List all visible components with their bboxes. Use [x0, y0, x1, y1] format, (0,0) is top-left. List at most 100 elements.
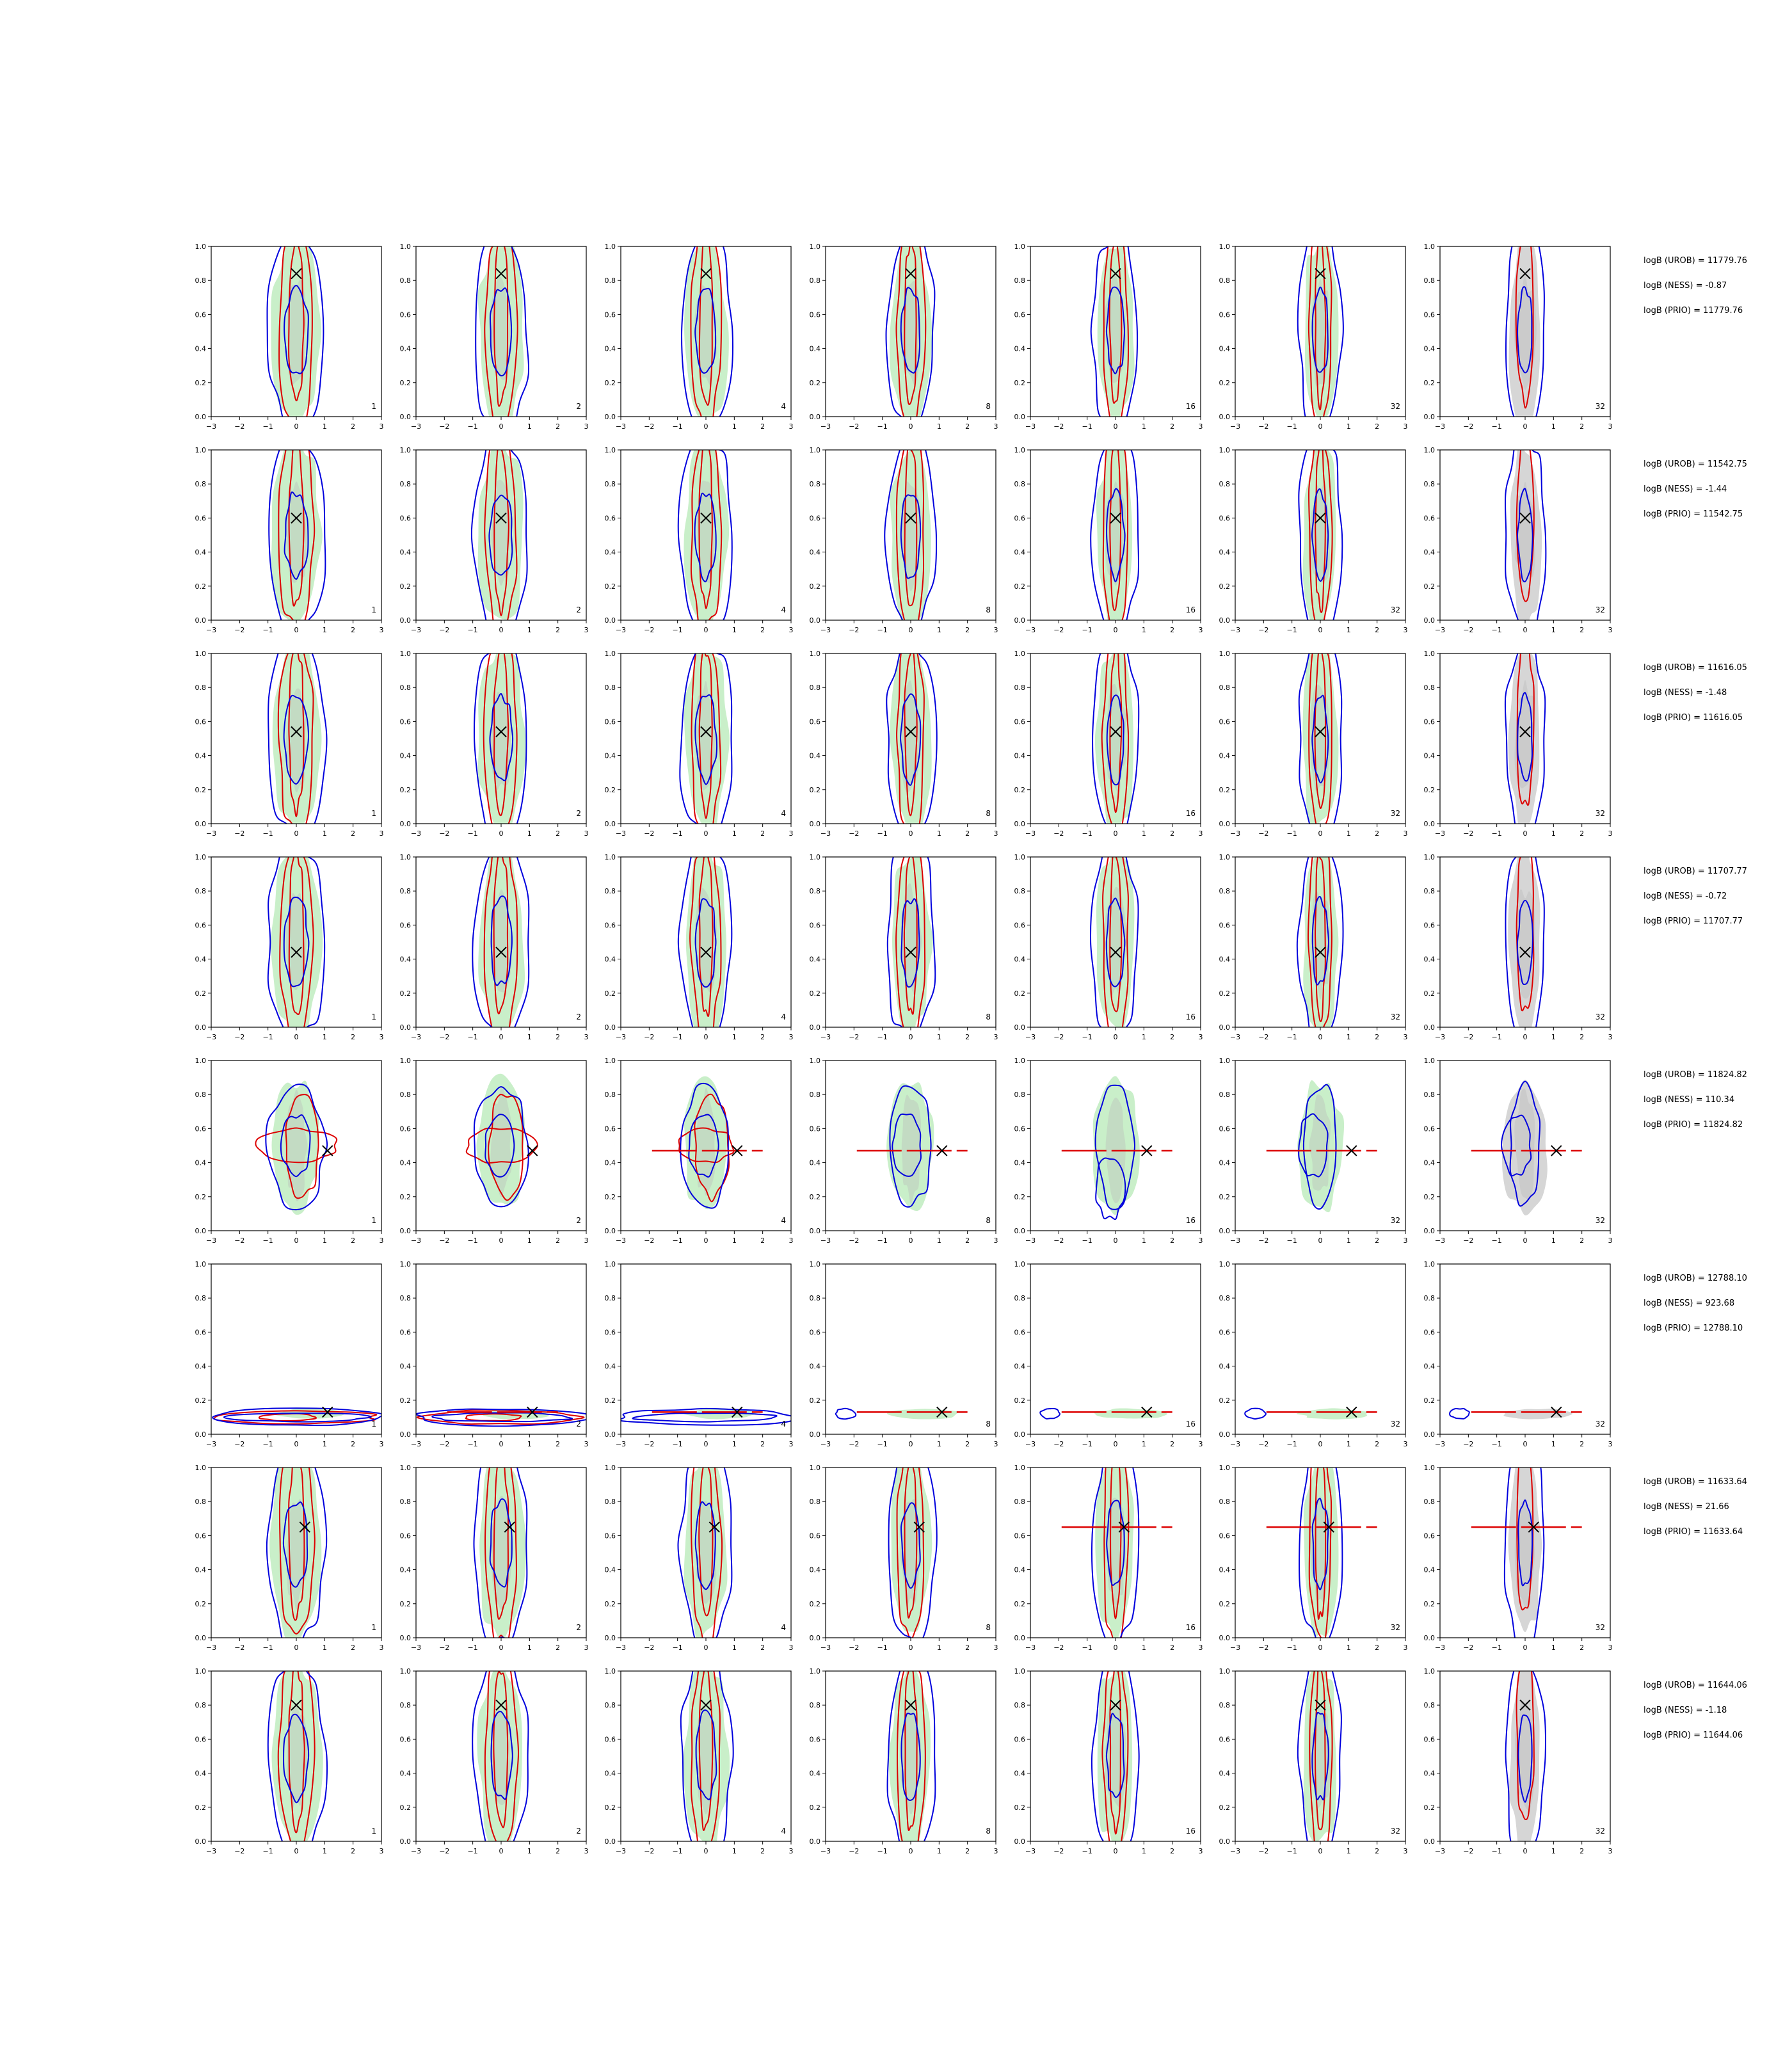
red-contour — [278, 450, 316, 620]
x-axis: −3 −2 −1 0 1 2 3 — [1435, 824, 1613, 838]
y-tick-label: 0.8 — [1219, 480, 1231, 488]
plot-area — [255, 1080, 338, 1215]
red-contour — [1315, 1468, 1327, 1620]
y-axis: 0.0 0.2 0.4 0.6 0.8 1.0 — [1219, 1260, 1235, 1439]
density-fill — [684, 1468, 728, 1638]
y-tick-label: 0.6 — [400, 921, 412, 929]
logB-text: logB (PRIO) = 11633.64 — [1644, 1527, 1743, 1537]
y-tick-label: 0.2 — [1014, 1804, 1026, 1812]
panel-r8-c6: −3 −2 −1 0 1 2 3 0.0 0.2 0.4 0.6 0.8 1.0 32 — [1219, 1667, 1408, 1855]
plot-area — [267, 857, 326, 1027]
x-marker — [905, 1699, 916, 1711]
x-tick-label: 3 — [994, 1236, 998, 1245]
x-tick-label: −1 — [1492, 1033, 1502, 1041]
x-marker — [1141, 1145, 1153, 1156]
y-tick-label: 0.2 — [1219, 989, 1231, 998]
y-tick-label: 0.2 — [1424, 379, 1436, 387]
y-tick-label: 0.8 — [400, 1701, 412, 1709]
plot-area — [1471, 1468, 1582, 1638]
blue-contour — [1106, 1500, 1125, 1586]
y-tick-label: 1.0 — [195, 1057, 207, 1065]
density-fill — [1508, 653, 1540, 824]
x-marker — [1110, 512, 1121, 524]
plot-area — [884, 450, 938, 620]
x-marker — [1519, 268, 1531, 280]
x-tick-label: −3 — [820, 829, 831, 838]
y-tick-label: 1.0 — [1014, 650, 1026, 658]
red-contour — [484, 1468, 517, 1638]
x-tick-label: 0 — [294, 829, 299, 838]
y-tick-label: 1.0 — [605, 853, 616, 861]
x-tick-label: −1 — [468, 1644, 478, 1652]
y-axis: 0.0 0.2 0.4 0.6 0.8 1.0 — [1219, 650, 1235, 828]
x-marker — [700, 726, 712, 738]
y-tick-label: 0.6 — [195, 310, 207, 319]
y-tick-label: 0.8 — [810, 1498, 821, 1506]
y-tick-label: 0.4 — [1219, 752, 1231, 760]
x-tick-label: 1 — [1551, 626, 1556, 634]
y-tick-label: 0.4 — [1014, 956, 1026, 964]
panel-r2-c3: −3 −2 −1 0 1 2 3 0.0 0.2 0.4 0.6 0.8 1.0 4 — [605, 446, 794, 634]
panel-r7-c5: −3 −2 −1 0 1 2 3 0.0 0.2 0.4 0.6 0.8 1.0 16 — [1014, 1464, 1203, 1652]
y-tick-label: 0.8 — [195, 887, 207, 895]
y-axis: 0.0 0.2 0.4 0.6 0.8 1.0 — [1424, 1667, 1440, 1846]
x-tick-label: −2 — [1463, 1440, 1473, 1448]
x-axis: −3 −2 −1 0 1 2 3 — [1230, 1841, 1408, 1855]
red-contour — [1109, 1671, 1121, 1835]
y-tick-label: 1.0 — [1219, 1667, 1231, 1676]
x-tick-label: 2 — [760, 1236, 765, 1245]
x-tick-label: 3 — [1199, 829, 1203, 838]
density-core — [694, 1087, 716, 1196]
red-contour — [690, 450, 723, 620]
x-axis: −3 −2 −1 0 1 2 3 — [1025, 620, 1203, 634]
x-tick-label: 1 — [323, 1847, 327, 1855]
y-tick-label: 0.6 — [605, 310, 616, 319]
y-tick-label: 0.0 — [195, 1227, 207, 1235]
y-tick-label: 0.6 — [195, 1328, 207, 1336]
panel-label: 4 — [781, 1827, 786, 1836]
x-tick-label: 1 — [1551, 1847, 1556, 1855]
density-fill — [271, 1671, 323, 1841]
x-tick-label: 2 — [1580, 1236, 1584, 1245]
y-tick-label: 0.4 — [1424, 1770, 1436, 1778]
y-axis: 0.0 0.2 0.4 0.6 0.8 1.0 — [605, 243, 621, 421]
panel-r4-c7: −3 −2 −1 0 1 2 3 0.0 0.2 0.4 0.6 0.8 1.0 32 — [1424, 853, 1613, 1041]
x-tick-label: 3 — [789, 829, 794, 838]
panel-label: 32 — [1391, 1827, 1400, 1836]
blue-contour — [1311, 895, 1330, 986]
x-tick-label: −2 — [439, 1033, 449, 1041]
y-tick-label: 0.6 — [1014, 1124, 1026, 1133]
x-axis: −3 −2 −1 0 1 2 3 — [411, 824, 589, 838]
y-tick-label: 1.0 — [605, 446, 616, 454]
x-tick-label: −3 — [1230, 422, 1240, 431]
y-tick-label: 0.2 — [1014, 582, 1026, 591]
y-tick-label: 0.6 — [1219, 921, 1231, 929]
x-tick-label: −3 — [411, 422, 421, 431]
y-tick-label: 0.4 — [1014, 345, 1026, 353]
x-tick-label: 2 — [760, 1847, 765, 1855]
x-tick-label: 0 — [704, 1033, 708, 1041]
x-axis: −3 −2 −1 0 1 2 3 — [1435, 1841, 1613, 1855]
x-tick-label: −1 — [468, 1033, 478, 1041]
x-tick-label: 1 — [1551, 1644, 1556, 1652]
y-tick-label: 0.6 — [1219, 1124, 1231, 1133]
y-tick-label: 0.4 — [400, 1770, 412, 1778]
plot-area — [472, 1671, 529, 1841]
density-fill — [1092, 1076, 1140, 1215]
row-6: −3 −2 −1 0 1 2 3 0.0 0.2 0.4 0.6 0.8 1.0 1 −3 −2 −1 0 1 2 3 0… — [195, 1260, 1747, 1448]
y-tick-label: 0.2 — [1014, 786, 1026, 794]
y-tick-label: 0.6 — [810, 1124, 821, 1133]
x-tick-label: 1 — [732, 829, 737, 838]
y-axis: 0.0 0.2 0.4 0.6 0.8 1.0 — [400, 650, 416, 828]
y-tick-label: 1.0 — [1424, 446, 1436, 454]
red-contour — [258, 1412, 317, 1421]
x-tick-label: −1 — [263, 829, 273, 838]
x-tick-label: 0 — [499, 626, 504, 634]
y-tick-label: 0.4 — [1014, 752, 1026, 760]
x-tick-label: 0 — [1523, 1847, 1528, 1855]
x-tick-label: −1 — [263, 1847, 273, 1855]
y-tick-label: 0.4 — [195, 345, 207, 353]
x-tick-label: −2 — [234, 1847, 244, 1855]
x-marker — [732, 1406, 743, 1418]
blue-contour — [900, 693, 922, 786]
